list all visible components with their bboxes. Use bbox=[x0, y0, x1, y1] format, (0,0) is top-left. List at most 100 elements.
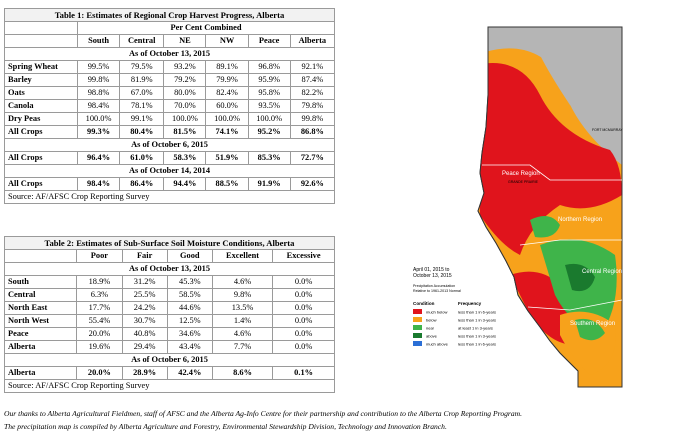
table1-crop-rows: Spring Wheat 99.5% 79.5% 93.2% 89.1% 96.8% 92.… bbox=[4, 60, 336, 126]
table-cell: 95.9% bbox=[247, 73, 291, 87]
table-cell: 31.2% bbox=[121, 275, 168, 289]
soil-moisture-table: Table 2: Estimates of Sub-Surface Soil M… bbox=[3, 236, 335, 393]
table-cell: 95.8% bbox=[247, 86, 291, 100]
table-cell: 9.8% bbox=[211, 288, 274, 302]
table-row: Oats 98.8% 67.0% 80.0% 82.4% 95.8% 82.2% bbox=[4, 86, 336, 100]
precip-near-area-3 bbox=[575, 318, 605, 341]
table-cell: 0.0% bbox=[272, 314, 335, 328]
region-boundary-lines bbox=[482, 164, 623, 311]
map-peace-region-label: Peace Region bbox=[502, 171, 540, 177]
map-subtitle-line2: Relative to 1961-2013 Normal bbox=[413, 289, 461, 293]
table-cell: 95.2% bbox=[247, 125, 291, 139]
table-cell: 12.5% bbox=[166, 314, 213, 328]
table1-col-peace: Peace bbox=[247, 34, 291, 48]
legend-condition-label: much above bbox=[426, 342, 449, 347]
table1-header-row: South Central NE NW Peace Alberta bbox=[4, 34, 336, 48]
table-cell: 99.8% bbox=[76, 73, 121, 87]
table-cell: 78.1% bbox=[119, 99, 165, 113]
table-cell: 0.0% bbox=[272, 301, 335, 315]
map-grande-prairie-label: GRANDE PRAIRIE bbox=[508, 180, 539, 184]
row-label: Alberta bbox=[3, 340, 78, 354]
precip-near-area-2 bbox=[530, 216, 560, 238]
table1-date3: As of October 14, 2014 bbox=[4, 164, 335, 178]
precip-below-area-2 bbox=[560, 311, 616, 375]
map-date-line2: October 13, 2015 bbox=[413, 273, 452, 279]
table-cell: 70.0% bbox=[163, 99, 207, 113]
map-southern-region-label: Southern Region bbox=[570, 321, 615, 327]
table2-header-row: Poor Fair Good Excellent Excessive bbox=[3, 249, 335, 263]
table-cell: 98.4% bbox=[76, 177, 121, 191]
legend-swatch bbox=[413, 333, 422, 338]
table2-col-excellent: Excellent bbox=[211, 249, 274, 263]
legend-frequency-label: less than 1 in 3-years bbox=[458, 318, 496, 323]
table-cell: 40.8% bbox=[121, 327, 168, 341]
precipitation-map: Peace Region Northern Region Central Reg… bbox=[410, 15, 684, 407]
table-cell: 4.6% bbox=[211, 275, 274, 289]
table1-col-nw: NW bbox=[205, 34, 249, 48]
table2-source: Source: AF/AFSC Crop Reporting Survey bbox=[4, 379, 335, 393]
row-label: North West bbox=[3, 314, 78, 328]
table-cell: 0.0% bbox=[272, 327, 335, 341]
table-cell: 79.2% bbox=[163, 73, 207, 87]
table-row: South 18.9% 31.2% 45.3% 4.6% 0.0% bbox=[3, 275, 335, 289]
table-cell: 100.0% bbox=[76, 112, 121, 126]
row-label: All Crops bbox=[4, 125, 78, 139]
table-cell: 45.3% bbox=[166, 275, 213, 289]
table2-col-good: Good bbox=[166, 249, 213, 263]
table1-allcrops-row-2014: All Crops 98.4% 86.4% 94.4% 88.5% 91.9% … bbox=[4, 177, 336, 191]
row-label: Peace bbox=[3, 327, 78, 341]
table1-date1: As of October 13, 2015 bbox=[4, 47, 335, 61]
precip-grey-north bbox=[540, 27, 622, 135]
table-row: Peace 20.0% 40.8% 34.6% 4.6% 0.0% bbox=[3, 327, 335, 341]
table-row: Alberta 19.6% 29.4% 43.4% 7.7% 0.0% bbox=[3, 340, 335, 354]
table-cell: 89.1% bbox=[205, 60, 249, 74]
alberta-outline bbox=[477, 26, 623, 388]
table-cell: 82.4% bbox=[205, 86, 249, 100]
table1-allcrops-row-oct6: All Crops 96.4% 61.0% 58.3% 51.9% 85.3% … bbox=[4, 151, 336, 165]
table-cell: 6.3% bbox=[76, 288, 123, 302]
table-cell: 58.3% bbox=[163, 151, 207, 165]
legend-condition-label: near bbox=[426, 326, 435, 331]
table-cell: 100.0% bbox=[163, 112, 207, 126]
table-cell: 92.6% bbox=[289, 177, 336, 191]
table-cell: 80.0% bbox=[163, 86, 207, 100]
table-cell: 85.3% bbox=[247, 151, 291, 165]
table-cell: 1.4% bbox=[211, 314, 274, 328]
table-row: Central 6.3% 25.5% 58.5% 9.8% 0.0% bbox=[3, 288, 335, 302]
table-cell: 80.4% bbox=[119, 125, 165, 139]
map-northern-region-label: Northern Region bbox=[558, 217, 602, 223]
table-cell: 81.9% bbox=[119, 73, 165, 87]
map-legend: April 01, 2015 to October 13, 2015 Preci… bbox=[413, 267, 496, 347]
table-cell: 96.4% bbox=[76, 151, 121, 165]
row-label: Central bbox=[3, 288, 78, 302]
table-cell: 99.8% bbox=[289, 112, 336, 126]
table1-allcrops-row-oct13: All Crops 99.3% 80.4% 81.5% 74.1% 95.2% … bbox=[4, 125, 336, 139]
table-cell: 100.0% bbox=[247, 112, 291, 126]
table-cell: 94.4% bbox=[163, 177, 207, 191]
row-label: South bbox=[3, 275, 78, 289]
table-cell: 25.5% bbox=[121, 288, 168, 302]
table-cell: 72.7% bbox=[289, 151, 336, 165]
table-cell: 20.0% bbox=[76, 366, 123, 380]
table1-col-central: Central bbox=[119, 34, 165, 48]
table2-region-rows: South 18.9% 31.2% 45.3% 4.6% 0.0% Central 6.3% 2… bbox=[3, 275, 335, 354]
table2-col-excessive: Excessive bbox=[272, 249, 335, 263]
table-row: Dry Peas 100.0% 99.1% 100.0% 100.0% 100.0% 99.… bbox=[4, 112, 336, 126]
legend-frequency-header: Frequency bbox=[458, 301, 482, 306]
row-label: Oats bbox=[4, 86, 78, 100]
row-label: All Crops bbox=[4, 151, 78, 165]
table-cell: 100.0% bbox=[205, 112, 249, 126]
table-cell: 0.0% bbox=[272, 288, 335, 302]
table-cell: 86.4% bbox=[119, 177, 165, 191]
table-cell: 79.9% bbox=[205, 73, 249, 87]
table-cell: 29.4% bbox=[121, 340, 168, 354]
table-cell: 98.8% bbox=[76, 86, 121, 100]
table-cell: 98.4% bbox=[76, 99, 121, 113]
table-cell: 99.3% bbox=[76, 125, 121, 139]
map-central-region-label: Central Region bbox=[582, 269, 622, 275]
table2-col-poor: Poor bbox=[76, 249, 123, 263]
table-row: Spring Wheat 99.5% 79.5% 93.2% 89.1% 96.8% 92.… bbox=[4, 60, 336, 74]
table1-header-blank bbox=[4, 34, 78, 48]
row-label: Canola bbox=[4, 99, 78, 113]
table-cell: 93.5% bbox=[247, 99, 291, 113]
